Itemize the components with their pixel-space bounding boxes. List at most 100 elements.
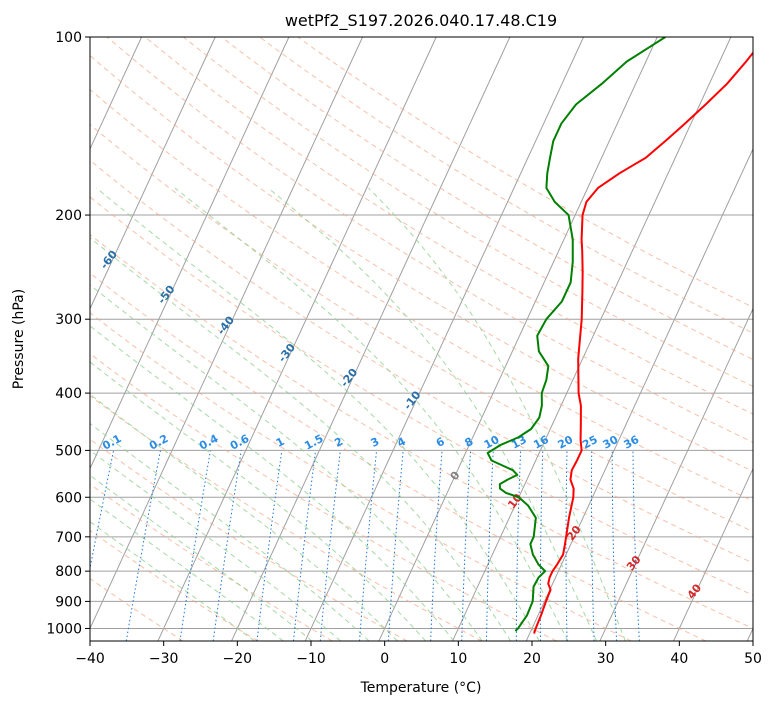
x-tick-label: 30 (597, 651, 615, 667)
y-tick-label: 100 (55, 30, 82, 46)
isotherm-line (599, 307, 753, 641)
isotherm-label-zero: 0 (448, 469, 463, 483)
mixing-ratio-label: 0.6 (228, 432, 252, 453)
mixing-ratio-label: 0.1 (100, 432, 123, 453)
mixing-ratio-label: 30 (601, 433, 621, 452)
grid-layer (90, 37, 753, 641)
isotherm-line (452, 37, 732, 641)
x-axis-label: Temperature (°C) (360, 680, 482, 696)
mixing-ratio-line (319, 450, 341, 641)
dry-adiabat (90, 312, 632, 641)
y-tick-label: 700 (55, 530, 82, 546)
isotherm-label: 40 (685, 581, 705, 601)
dry-adiabat (90, 353, 557, 641)
chart-title: wetPf2_S197.2026.040.17.48.C19 (285, 11, 557, 31)
isotherm-line (673, 467, 753, 641)
mixing-ratio-line (125, 450, 161, 641)
dewpoint-line (486, 37, 666, 632)
moist-adiabat (90, 474, 313, 641)
moist-adiabat (174, 187, 569, 641)
mixing-ratio-line (565, 450, 568, 641)
dry-adiabat (106, 37, 753, 443)
moist-adiabat (90, 284, 483, 641)
x-tick-label: 40 (670, 651, 688, 667)
mixing-ratio-line (387, 450, 404, 641)
moist-adiabat (90, 422, 370, 641)
isotherm-label: -80 (0, 159, 14, 183)
x-tick-label: −20 (223, 651, 253, 667)
y-tick-label: 500 (55, 443, 82, 459)
isotherm-line (90, 37, 290, 470)
moist-adiabat (267, 187, 598, 641)
x-tick-label: −30 (149, 651, 179, 667)
y-tick-label: 600 (55, 490, 82, 506)
mixing-ratio-line (632, 450, 640, 641)
y-tick-label: 900 (55, 594, 82, 610)
isotherm-line (304, 37, 585, 641)
x-tick-label: 10 (449, 651, 467, 667)
series-layer (486, 37, 753, 634)
mixing-ratio-line (256, 450, 283, 641)
moist-adiabat (90, 521, 255, 641)
dry-adiabat (90, 395, 483, 641)
moist-adiabat (96, 187, 540, 641)
dry-adiabat (90, 196, 753, 596)
temperature-line (533, 51, 753, 634)
dry-adiabat (90, 54, 753, 472)
dry-adiabat (90, 123, 753, 533)
mixing-ratio-label: 13 (509, 433, 529, 452)
isotherm-line (746, 627, 753, 641)
y-tick-label: 200 (55, 208, 82, 224)
isotherm-line (90, 37, 364, 630)
mixing-ratio-label: 3 (369, 435, 382, 450)
dry-adiabat (297, 37, 753, 308)
mixing-ratio-line (179, 450, 211, 641)
mixing-ratio-label: 2 (332, 435, 345, 450)
mixing-ratio-line (591, 450, 595, 641)
mixing-ratio-label: 20 (556, 433, 576, 452)
mixing-ratio-line (292, 450, 317, 641)
x-tick-label: 50 (744, 651, 762, 667)
x-axis: −40 −30 −20 −10 0 10 20 30 40 50 (75, 641, 762, 667)
moist-adiabat (90, 498, 284, 641)
dry-adiabat (90, 272, 707, 641)
moist-adiabat (90, 361, 426, 641)
y-tick-label: 800 (55, 564, 82, 580)
x-tick-label: 0 (380, 651, 389, 667)
mixing-ratio-label: 1 (274, 435, 287, 450)
y-tick-label: 400 (55, 386, 82, 402)
y-tick-label: 1000 (46, 621, 82, 637)
line-labels: 0.10.20.40.611.52346810131620253036-100-… (0, 159, 705, 602)
mixing-ratio-label: 8 (463, 435, 476, 450)
mixing-ratio-label: 0.2 (147, 432, 170, 453)
mixing-ratio-label: 0.4 (197, 432, 221, 453)
y-axis-label: Pressure (hPa) (11, 289, 27, 389)
mixing-ratio-line (430, 450, 443, 641)
background-lines (90, 37, 753, 641)
moist-adiabat (90, 325, 455, 641)
x-tick-label: 20 (523, 651, 541, 667)
isotherm-line (90, 37, 216, 310)
isotherm-label: 30 (624, 553, 644, 573)
isotherm-line (378, 37, 658, 641)
mixing-ratio-line (212, 450, 242, 641)
x-tick-label: −10 (296, 651, 326, 667)
dry-adiabat (183, 37, 753, 388)
dry-adiabat (90, 438, 408, 641)
moist-adiabat (90, 393, 398, 641)
mixing-ratio-line (485, 450, 494, 641)
y-axis: 100 200 300 400 500 600 700 800 900 1000 (46, 30, 90, 637)
dry-adiabat (90, 483, 333, 641)
isotherm-line (525, 147, 753, 641)
y-tick-label: 300 (55, 312, 82, 328)
isotherm-line (157, 37, 437, 641)
mixing-ratio-label: 25 (580, 433, 600, 452)
mixing-ratio-label: 16 (531, 433, 551, 452)
plot-frame (89, 36, 754, 642)
moist-adiabat (368, 187, 626, 641)
dry-adiabat (259, 37, 753, 334)
dry-adiabat (90, 577, 184, 641)
dry-adiabat (90, 233, 753, 630)
mixing-ratio-label: 10 (482, 433, 502, 452)
